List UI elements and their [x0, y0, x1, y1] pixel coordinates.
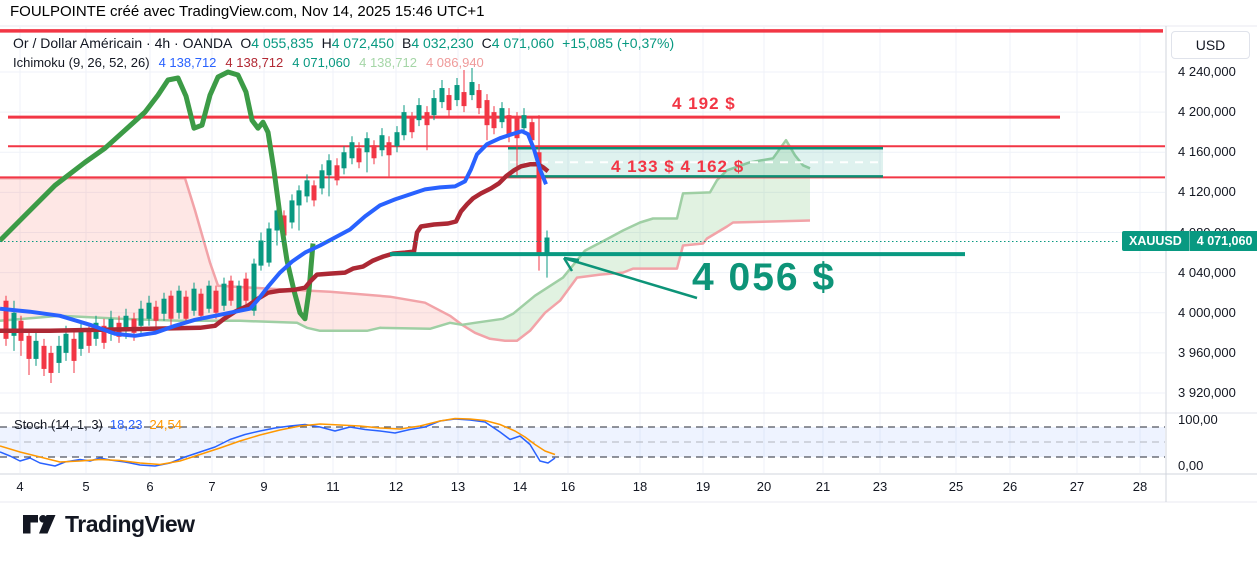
- footer: TradingView: [22, 511, 195, 538]
- time-label: 13: [450, 479, 466, 494]
- indicator-values: 4 138,712 4 138,712 4 071,060 4 138,712 4 08…: [150, 55, 484, 70]
- time-label: 9: [260, 479, 268, 494]
- stoch-axis-top: 100,00: [1178, 412, 1218, 427]
- annotation-zone-label[interactable]: 4 133 $ 4 162 $: [611, 157, 745, 176]
- ohlc-key: H: [321, 35, 332, 51]
- symbol-legend: Or / Dollar Américain · 4h · OANDA O4 055…: [13, 35, 674, 51]
- time-label: 16: [560, 479, 576, 494]
- time-label: 26: [1002, 479, 1018, 494]
- price-change: +15,085 (+0,37%): [562, 35, 675, 51]
- time-label: 27: [1069, 479, 1085, 494]
- time-label: 6: [146, 479, 154, 494]
- export-banner: FOULPOINTE créé avec TradingView.com, No…: [10, 3, 485, 20]
- price-tick-label: 4 240,000: [1178, 64, 1236, 79]
- price-tick-label: 4 120,000: [1178, 184, 1236, 200]
- time-label: 28: [1132, 479, 1148, 494]
- indicator-value: 4 071,060: [292, 55, 351, 70]
- time-label: 14: [512, 479, 528, 494]
- stoch-k-value: 18,23: [109, 417, 143, 432]
- price-tick-label: 3 920,000: [1178, 385, 1236, 400]
- indicator-title[interactable]: Ichimoku (9, 26, 52, 26): [13, 55, 150, 70]
- brand-name: TradingView: [65, 511, 195, 537]
- ohlc-value: 4 071,060: [491, 35, 555, 51]
- time-label: 4: [16, 479, 24, 494]
- currency-button[interactable]: USD: [1171, 31, 1250, 59]
- time-label: 11: [326, 479, 340, 494]
- time-label: 12: [388, 479, 404, 494]
- badge-symbol: XAUUSD: [1122, 231, 1189, 251]
- indicator-legend: Ichimoku (9, 26, 52, 26) 4 138,712 4 138,7…: [13, 55, 484, 70]
- time-label: 5: [82, 479, 90, 494]
- indicator-value: 4 138,712: [158, 55, 217, 70]
- stoch-d-value: 24,54: [149, 417, 182, 432]
- badge-price: 4 071,060: [1188, 231, 1257, 251]
- last-price-badge[interactable]: XAUUSD 4 071,060: [1122, 231, 1257, 251]
- time-label: 7: [208, 479, 216, 494]
- price-tick-label: 4 040,000: [1178, 264, 1236, 280]
- ohlc-key: B: [402, 35, 412, 51]
- price-tick-label: 4 000,000: [1178, 304, 1236, 320]
- ohlc-key: O: [240, 35, 252, 51]
- symbol-title[interactable]: Or / Dollar Américain · 4h · OANDA: [13, 35, 233, 51]
- ohlc-value: 4 032,230: [411, 35, 474, 51]
- time-label: 19: [695, 479, 711, 494]
- time-label: 25: [948, 479, 964, 494]
- price-tick-label: 4 200,000: [1178, 104, 1236, 120]
- price-tick-label: 3 960,000: [1178, 344, 1236, 360]
- indicator-value: 4 086,940: [425, 55, 484, 70]
- ohlc-key: C: [481, 35, 492, 51]
- tradingview-logo-icon: [23, 515, 56, 534]
- time-label: 18: [632, 479, 648, 494]
- stoch-axis-bottom: 0,00: [1178, 458, 1204, 473]
- ohlc-values: O4 055,835 H4 072,450 B4 032,230 C4 071,060: [232, 35, 554, 51]
- annotation-level-4192[interactable]: 4 192 $: [672, 94, 736, 113]
- indicator-value: 4 138,712: [225, 55, 284, 70]
- ohlc-value: 4 055,835: [251, 35, 314, 51]
- indicator-value: 4 138,712: [359, 55, 417, 70]
- time-label: 20: [756, 479, 772, 494]
- stoch-legend: Stoch (14, 1, 3) 18,23 24,54: [14, 417, 182, 432]
- stoch-title[interactable]: Stoch (14, 1, 3): [14, 417, 103, 432]
- ohlc-value: 4 072,450: [331, 35, 394, 51]
- price-tick-label: 4 160,000: [1178, 144, 1236, 160]
- time-label: 21: [815, 479, 831, 494]
- annotation-support-4056[interactable]: 4 056 $: [692, 256, 837, 299]
- time-label: 23: [872, 479, 888, 494]
